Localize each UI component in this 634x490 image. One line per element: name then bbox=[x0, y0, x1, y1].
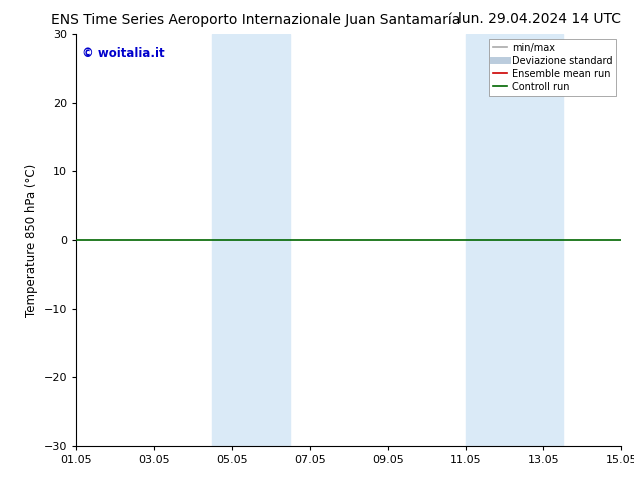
Text: © woitalia.it: © woitalia.it bbox=[82, 47, 164, 60]
Bar bbox=[465, 34, 563, 446]
Legend: min/max, Deviazione standard, Ensemble mean run, Controll run: min/max, Deviazione standard, Ensemble m… bbox=[489, 39, 616, 96]
Text: ENS Time Series Aeroporto Internazionale Juan Santamaría: ENS Time Series Aeroporto Internazionale… bbox=[51, 12, 460, 27]
Y-axis label: Temperature 850 hPa (°C): Temperature 850 hPa (°C) bbox=[25, 164, 38, 317]
Text: lun. 29.04.2024 14 UTC: lun. 29.04.2024 14 UTC bbox=[458, 12, 621, 26]
Bar bbox=[212, 34, 290, 446]
